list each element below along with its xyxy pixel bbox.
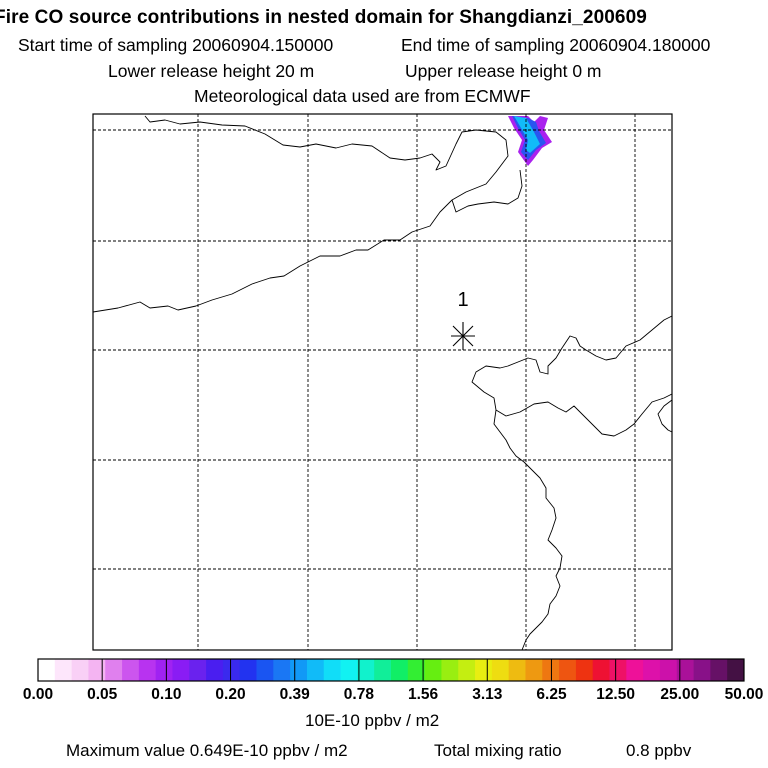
station-label: 1 [457, 289, 468, 311]
colorbar-segment-34 [592, 659, 610, 681]
coastline-east-peninsula [657, 399, 673, 433]
colorbar-segment-30 [525, 659, 543, 681]
colorbar-tick-label: 0.78 [343, 686, 374, 703]
colorbar-unit: 10E-10 ppbv / m2 [305, 711, 440, 730]
colorbar-segment-1 [38, 659, 56, 681]
colorbar-segment-6 [122, 659, 140, 681]
lower-release-height: Lower release height 20 m [108, 61, 315, 81]
colorbar-segment-26 [458, 659, 476, 681]
colorbar-segment-29 [508, 659, 526, 681]
maximum-value-label: Maximum value 0.649E-10 ppbv / m2 [66, 741, 348, 760]
colorbar-segment-8 [155, 659, 173, 681]
colorbar-segment-2 [54, 659, 73, 681]
colorbar-segment-11 [206, 659, 224, 681]
colorbar-segment-28 [491, 659, 510, 681]
colorbar-segment-16 [290, 659, 308, 681]
colorbar-frame [37, 658, 745, 682]
coastline-east [471, 315, 673, 437]
colorbar-segment-24 [424, 659, 442, 681]
colorbar-tick-label: 12.50 [596, 686, 635, 703]
colorbar-segment-12 [222, 659, 241, 681]
chart-title: Fire CO source contributions in nested d… [0, 7, 647, 28]
meteorological-source: Meteorological data used are from ECMWF [194, 86, 531, 106]
plume-contours [508, 116, 552, 166]
colorbar-segment-18 [323, 659, 341, 681]
colorbar-segment-7 [138, 659, 157, 681]
total-mixing-ratio-label: Total mixing ratio [434, 741, 562, 760]
colorbar-segment-9 [172, 659, 190, 681]
colorbar-segment-38 [659, 659, 678, 681]
province-border-north [92, 115, 509, 313]
graticule [93, 114, 672, 650]
colorbar-segment-32 [559, 659, 577, 681]
colorbar-segment-27 [475, 659, 493, 681]
station-marker [451, 322, 475, 350]
colorbar-segment-3 [71, 659, 89, 681]
total-mixing-ratio-value: 0.8 ppbv [626, 741, 692, 760]
colorbar-segment-40 [693, 659, 711, 681]
colorbar-segment-37 [643, 659, 661, 681]
colorbar [38, 659, 745, 681]
coastline-bay [493, 409, 563, 651]
inner-border-notch [451, 169, 523, 213]
colorbar-segment-21 [374, 659, 392, 681]
colorbar-tick-label: 25.00 [660, 686, 700, 703]
colorbar-tick-label: 0.20 [215, 686, 246, 703]
colorbar-tick-label: 6.25 [536, 686, 567, 703]
colorbar-segment-25 [441, 659, 459, 681]
colorbar-segment-17 [306, 659, 325, 681]
colorbar-segment-23 [407, 659, 426, 681]
colorbar-segment-20 [357, 659, 375, 681]
colorbar-segment-35 [609, 659, 627, 681]
colorbar-tick-label: 0.05 [87, 686, 118, 703]
colorbar-segment-4 [88, 659, 106, 681]
colorbar-segment-5 [105, 659, 123, 681]
colorbar-segment-33 [575, 659, 594, 681]
colorbar-tick-label: 0.39 [279, 686, 310, 703]
colorbar-segment-39 [676, 659, 694, 681]
colorbar-segment-22 [391, 659, 409, 681]
colorbar-tick-label: 0.00 [22, 686, 54, 703]
plume-contour-inner [514, 116, 540, 153]
colorbar-tick-label: 1.56 [408, 686, 439, 703]
colorbar-segment-36 [626, 659, 644, 681]
colorbar-segment-14 [256, 659, 274, 681]
colorbar-segment-41 [710, 659, 728, 681]
sampling-start-time: Start time of sampling 20060904.150000 [18, 35, 334, 55]
colorbar-segment-42 [727, 659, 745, 681]
upper-release-height: Upper release height 0 m [405, 61, 602, 81]
colorbar-tick-label: 3.13 [472, 686, 503, 703]
map-boundaries [92, 115, 673, 651]
sampling-end-time: End time of sampling 20060904.180000 [401, 35, 711, 55]
colorbar-tick-label: 50.00 [724, 686, 764, 703]
colorbar-segment-19 [340, 659, 358, 681]
map-frame [92, 113, 673, 651]
colorbar-segment-15 [273, 659, 291, 681]
colorbar-segment-10 [189, 659, 207, 681]
colorbar-segment-13 [239, 659, 257, 681]
colorbar-tick-label: 0.10 [151, 686, 182, 703]
colorbar-segment-31 [542, 659, 560, 681]
